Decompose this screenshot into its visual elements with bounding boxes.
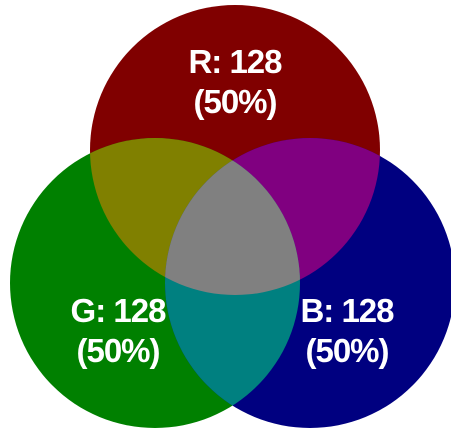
green-value-text: G: 128 <box>71 292 167 329</box>
red-value-text: R: 128 <box>188 43 282 80</box>
blue-value-text: B: 128 <box>300 292 394 329</box>
all-three-overlap <box>165 138 300 295</box>
red-percent-text: (50%) <box>193 83 276 120</box>
blue-label: B: 128 (50%) <box>300 292 395 369</box>
blue-percent-text: (50%) <box>305 332 388 369</box>
green-label: G: 128 (50%) <box>71 292 168 369</box>
red-label: R: 128 (50%) <box>188 43 283 120</box>
green-percent-text: (50%) <box>76 332 159 369</box>
